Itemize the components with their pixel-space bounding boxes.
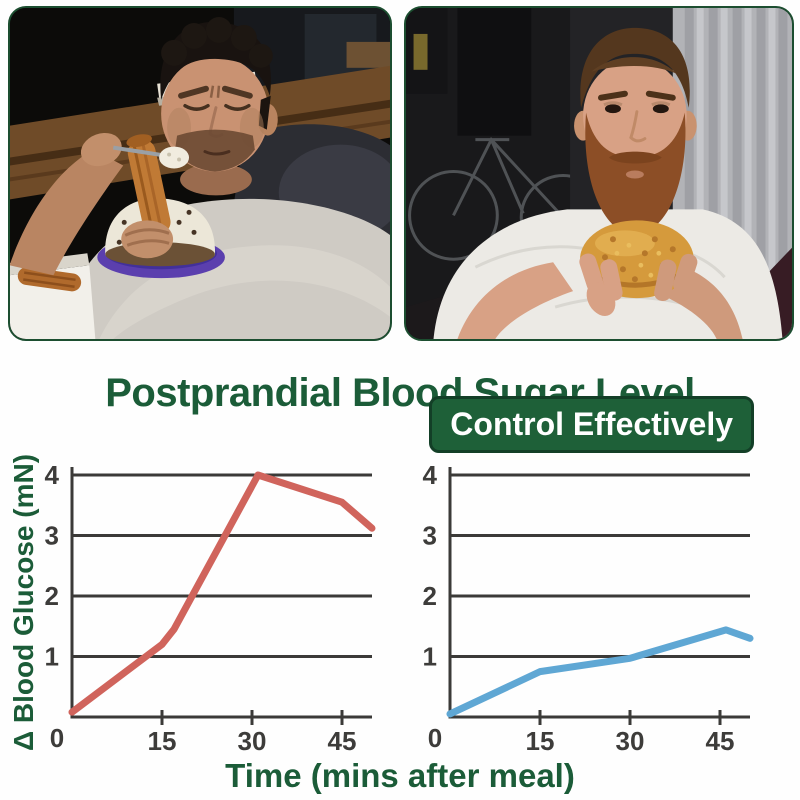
without-control-line	[68, 471, 376, 716]
control-effectively-badge: Control Effectively	[429, 396, 754, 453]
photo-eating-burger	[404, 6, 794, 341]
origin-tick-label: 0	[50, 723, 64, 753]
right-photo-illustration	[406, 8, 792, 339]
x-tick-label: 45	[328, 726, 357, 755]
x-axis-title: Time (mins after meal)	[225, 757, 575, 794]
y-tick-label: 1	[45, 642, 59, 672]
x-tick-label: 45	[706, 726, 735, 755]
dessert-box	[10, 253, 96, 339]
y-tick-label: 4	[423, 460, 438, 490]
y-tick-label: 3	[423, 521, 437, 551]
x-tick-label: 15	[526, 726, 555, 755]
y-axis-title: Δ Blood Glucose (mN)	[8, 453, 39, 751]
y-tick-label: 2	[423, 581, 437, 611]
man-lying-down	[61, 16, 390, 339]
arms-holding-burger	[457, 220, 743, 339]
churro-in-hand	[121, 134, 174, 259]
y-tick-label: 3	[45, 521, 59, 551]
uncontrolled-blood-sugar-line-chart: 1 2 3 4 0 15 30 45	[45, 460, 376, 755]
with-control-line	[446, 626, 754, 718]
x-tick-label: 15	[148, 726, 177, 755]
dark-room-shapes	[406, 8, 532, 136]
photo-overeating-desserts	[8, 6, 392, 341]
controlled-blood-sugar-line-chart: 1 2 3 4 0 15 30 45	[423, 460, 754, 755]
y-tick-label: 1	[423, 642, 437, 672]
left-hand-fingers	[579, 253, 623, 316]
origin-tick-label: 0	[428, 723, 442, 753]
left-photo-illustration	[10, 8, 390, 339]
right-hand-fingers	[654, 253, 698, 302]
x-tick-label: 30	[616, 726, 645, 755]
arm-with-fork	[10, 132, 190, 276]
y-tick-label: 2	[45, 581, 59, 611]
x-tick-label: 30	[238, 726, 267, 755]
y-tick-label: 4	[45, 460, 60, 490]
